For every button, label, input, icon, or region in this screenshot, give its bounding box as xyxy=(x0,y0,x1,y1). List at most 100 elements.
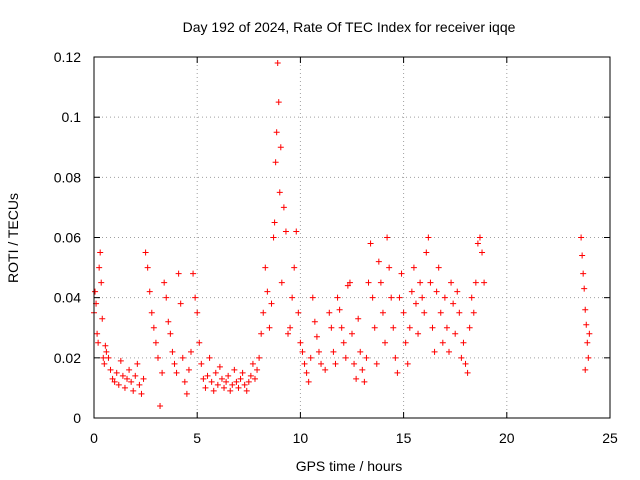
data-points xyxy=(91,60,593,409)
data-point xyxy=(346,279,353,286)
data-point xyxy=(249,360,256,367)
data-point xyxy=(210,387,217,394)
data-point xyxy=(293,228,300,235)
data-point xyxy=(260,309,267,316)
data-point xyxy=(398,270,405,277)
data-point xyxy=(315,348,322,355)
data-point xyxy=(579,252,586,259)
data-point xyxy=(243,387,250,394)
data-point xyxy=(417,279,424,286)
x-tick-label: 5 xyxy=(193,430,201,446)
data-point xyxy=(235,384,242,391)
grid-lines xyxy=(94,57,610,418)
data-point xyxy=(274,60,281,67)
data-point xyxy=(277,144,284,151)
data-point xyxy=(136,381,143,388)
data-point xyxy=(278,279,285,286)
data-point xyxy=(338,324,345,331)
data-point xyxy=(134,360,141,367)
data-point xyxy=(173,369,180,376)
data-point xyxy=(202,384,209,391)
data-point xyxy=(586,330,593,337)
data-point xyxy=(359,366,366,373)
data-point xyxy=(349,330,355,337)
data-point xyxy=(179,354,186,361)
data-point xyxy=(481,279,488,286)
y-tick-label: 0.12 xyxy=(54,49,81,65)
data-point xyxy=(351,360,358,367)
data-point xyxy=(433,288,440,295)
data-point xyxy=(208,378,215,385)
data-point xyxy=(258,330,265,337)
data-point xyxy=(462,360,469,367)
y-tick-label: 0.1 xyxy=(62,109,82,125)
data-point xyxy=(357,348,364,355)
data-point xyxy=(264,288,271,295)
data-point xyxy=(272,159,279,166)
y-tick-label: 0.06 xyxy=(54,230,81,246)
data-point xyxy=(271,219,278,226)
data-point xyxy=(140,375,147,382)
data-point xyxy=(365,279,372,286)
data-point xyxy=(468,294,475,301)
data-point xyxy=(177,300,184,307)
data-point xyxy=(470,309,477,316)
data-point xyxy=(117,357,124,364)
data-point xyxy=(214,381,221,388)
data-point xyxy=(289,294,296,301)
data-point xyxy=(582,306,589,313)
data-point xyxy=(237,375,244,382)
data-point xyxy=(394,369,401,376)
data-point xyxy=(299,348,306,355)
data-point xyxy=(479,249,486,256)
data-point xyxy=(181,378,188,385)
x-tick-label: 10 xyxy=(293,430,309,446)
data-point xyxy=(415,330,422,337)
data-point xyxy=(273,129,280,136)
data-point xyxy=(204,372,211,379)
data-point xyxy=(342,354,349,361)
data-point xyxy=(128,378,135,385)
data-point xyxy=(427,279,434,286)
data-point xyxy=(121,384,128,391)
data-point xyxy=(94,330,101,337)
data-point xyxy=(276,189,283,196)
x-tick-label: 25 xyxy=(602,430,618,446)
data-point xyxy=(429,324,436,331)
data-point xyxy=(450,300,457,307)
data-point xyxy=(105,354,112,361)
data-point xyxy=(332,360,339,367)
data-point xyxy=(99,315,106,322)
data-point xyxy=(115,381,122,388)
data-point xyxy=(454,288,461,295)
data-point xyxy=(392,354,399,361)
data-point xyxy=(169,348,176,355)
data-point xyxy=(270,234,277,241)
data-point xyxy=(382,339,389,346)
data-point xyxy=(318,360,325,367)
data-point xyxy=(328,324,335,331)
data-point xyxy=(231,366,238,373)
data-point xyxy=(218,375,225,382)
data-point xyxy=(472,279,479,286)
data-point xyxy=(107,366,114,373)
data-point xyxy=(190,270,197,277)
data-point xyxy=(384,234,391,241)
data-point xyxy=(152,339,159,346)
data-point xyxy=(375,258,382,265)
data-point xyxy=(367,240,374,247)
data-point xyxy=(150,324,157,331)
data-point xyxy=(410,264,417,271)
data-point xyxy=(390,324,397,331)
data-point xyxy=(313,333,320,340)
y-tick-label: 0 xyxy=(73,410,81,426)
data-point xyxy=(225,372,232,379)
data-point xyxy=(221,384,228,391)
data-point xyxy=(423,249,430,256)
data-point xyxy=(583,321,590,328)
data-point xyxy=(266,324,273,331)
data-point xyxy=(334,294,341,301)
data-point xyxy=(437,309,444,316)
data-point xyxy=(98,279,105,286)
